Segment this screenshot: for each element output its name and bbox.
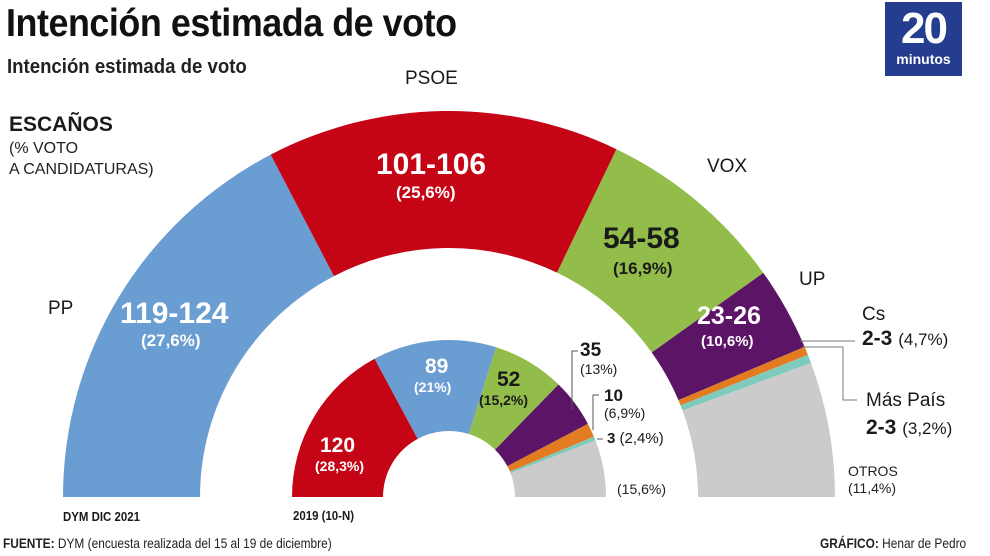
psoe-seats-2021: 101-106 xyxy=(376,148,487,181)
leader-line-cs-2019 xyxy=(592,394,599,430)
psoe-vote-2021: (25,6%) xyxy=(396,183,456,202)
outer-segment-up xyxy=(651,272,805,401)
cs-vote-2019: (6,9%) xyxy=(604,405,646,421)
inner-segment-vox xyxy=(468,347,559,450)
source-label: FUENTE: xyxy=(3,535,55,551)
chart-title: Intención estimada de voto xyxy=(6,2,457,45)
pp-seats-2019: 89 xyxy=(425,355,449,378)
outer-segment-otros xyxy=(682,362,835,497)
cs-vote-2021: (4,7%) xyxy=(898,330,949,349)
legend-title: ESCAÑOS xyxy=(9,113,113,136)
party-label-otros: OTROS xyxy=(848,463,898,479)
credit-label: GRÁFICO: xyxy=(820,535,879,551)
outer-arc-2021 xyxy=(63,111,835,497)
chart-subtitle: Intención estimada de voto xyxy=(7,56,247,78)
up-vote-2019: (13%) xyxy=(580,361,618,377)
inner-arc-2019 xyxy=(292,340,606,497)
inner-segment-up xyxy=(495,384,588,467)
party-label-up: UP xyxy=(799,269,826,290)
outer-segment-cs xyxy=(678,346,808,406)
otros-vote-2021: (11,4%) xyxy=(848,480,896,496)
pp-vote-2021: (27,6%) xyxy=(141,331,201,350)
otros-vote-2019: (15,6%) xyxy=(617,481,667,497)
legend-subtitle-line2: A CANDIDATURAS) xyxy=(9,161,154,178)
inner-segment-cs xyxy=(507,423,594,472)
party-label-maspais: Más País xyxy=(866,390,946,411)
pp-seats-2021: 119-124 xyxy=(120,297,229,330)
maspais-vote-2019: (2,4%) xyxy=(619,430,664,447)
pp-vote-2019: (21%) xyxy=(414,379,452,395)
up-seats-2021: 23-26 xyxy=(697,302,761,330)
cs-values-2021: 2-3 (4,7%) xyxy=(862,327,948,351)
leader-lines xyxy=(571,340,857,440)
party-label-psoe: PSOE xyxy=(405,68,458,89)
legend-subtitle-line1: (% VOTO xyxy=(9,140,79,157)
source-text: DYM (encuesta realizada del 15 al 19 de … xyxy=(54,535,332,551)
logo-word: minutos xyxy=(896,51,951,67)
maspais-vote-2021: (3,2%) xyxy=(902,419,953,438)
inner-segment-psoe xyxy=(292,358,418,497)
psoe-vote-2019: (28,3%) xyxy=(315,458,365,474)
up-vote-2021: (10,6%) xyxy=(701,333,754,350)
leader-line-maspais xyxy=(802,346,857,401)
inner-segment-maspais xyxy=(509,436,596,474)
party-label-cs: Cs xyxy=(862,304,886,325)
party-label-pp: PP xyxy=(48,298,74,319)
chart-label-2021: DYM DIC 2021 xyxy=(63,509,140,524)
outer-segment-vox xyxy=(557,149,764,353)
maspais-values-2021: 2-3 (3,2%) xyxy=(866,416,952,440)
vox-seats-2021: 54-58 xyxy=(603,222,680,255)
cs-seats-2019: 10 xyxy=(604,386,623,405)
maspais-seats-2021: 2-3 xyxy=(866,416,897,439)
outer-segment-maspais xyxy=(680,354,811,411)
vox-vote-2021: (16,9%) xyxy=(613,259,673,278)
vox-seats-2019: 52 xyxy=(497,368,521,391)
credit-text: Henar de Pedro xyxy=(878,535,967,551)
outer-segment-pp xyxy=(63,154,334,497)
maspais-values-2019: 3 (2,4%) xyxy=(607,430,664,447)
leader-line-up-2019 xyxy=(571,350,578,410)
psoe-seats-2019: 120 xyxy=(320,434,356,457)
credit-note: GRÁFICO: Henar de Pedro xyxy=(820,535,966,551)
vox-vote-2019: (15,2%) xyxy=(479,392,529,408)
party-label-vox: VOX xyxy=(707,156,748,177)
inner-segment-pp xyxy=(374,340,497,439)
cs-seats-2021: 2-3 xyxy=(862,327,893,350)
logo-number: 20 xyxy=(901,4,948,53)
logo-20minutos: 20 minutos xyxy=(885,2,962,76)
up-seats-2019: 35 xyxy=(580,340,602,361)
outer-segment-psoe xyxy=(270,111,617,277)
maspais-seats-2019: 3 xyxy=(607,430,616,447)
chart-label-2019: 2019 (10-N) xyxy=(293,508,355,523)
inner-segment-otros xyxy=(510,440,606,497)
source-note: FUENTE: DYM (encuesta realizada del 15 a… xyxy=(3,535,332,551)
